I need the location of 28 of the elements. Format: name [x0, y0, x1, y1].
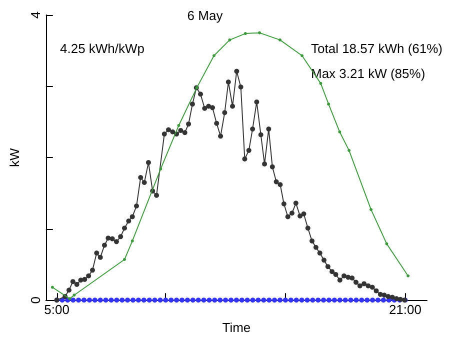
- x-tick-label: 21:00: [388, 302, 422, 318]
- point: [385, 242, 388, 246]
- point: [228, 38, 232, 42]
- point: [338, 130, 342, 134]
- point: [212, 54, 216, 58]
- annotation: Total 18.57 kWh (61%): [311, 41, 443, 56]
- point: [50, 286, 54, 289]
- point: [319, 82, 322, 85]
- point: [348, 148, 351, 152]
- point: [68, 297, 72, 300]
- point: [244, 32, 247, 36]
- annotation: 4.25 kWh/kWp: [60, 41, 145, 56]
- y-tick-label: 0: [28, 296, 43, 304]
- y-axis-title: kW: [7, 147, 22, 167]
- point: [278, 38, 282, 42]
- x-tick-label: 5:00: [44, 302, 70, 318]
- point: [327, 102, 330, 106]
- chart-title: 6 May: [187, 8, 224, 23]
- point: [159, 167, 162, 170]
- point: [130, 239, 134, 242]
- point: [300, 54, 304, 58]
- y-tick-label: 4: [28, 11, 43, 19]
- point: [406, 274, 410, 278]
- point: [370, 208, 373, 212]
- x-axis-title: Time: [222, 320, 251, 335]
- point: [177, 124, 180, 127]
- point: [72, 294, 76, 297]
- point: [258, 31, 262, 34]
